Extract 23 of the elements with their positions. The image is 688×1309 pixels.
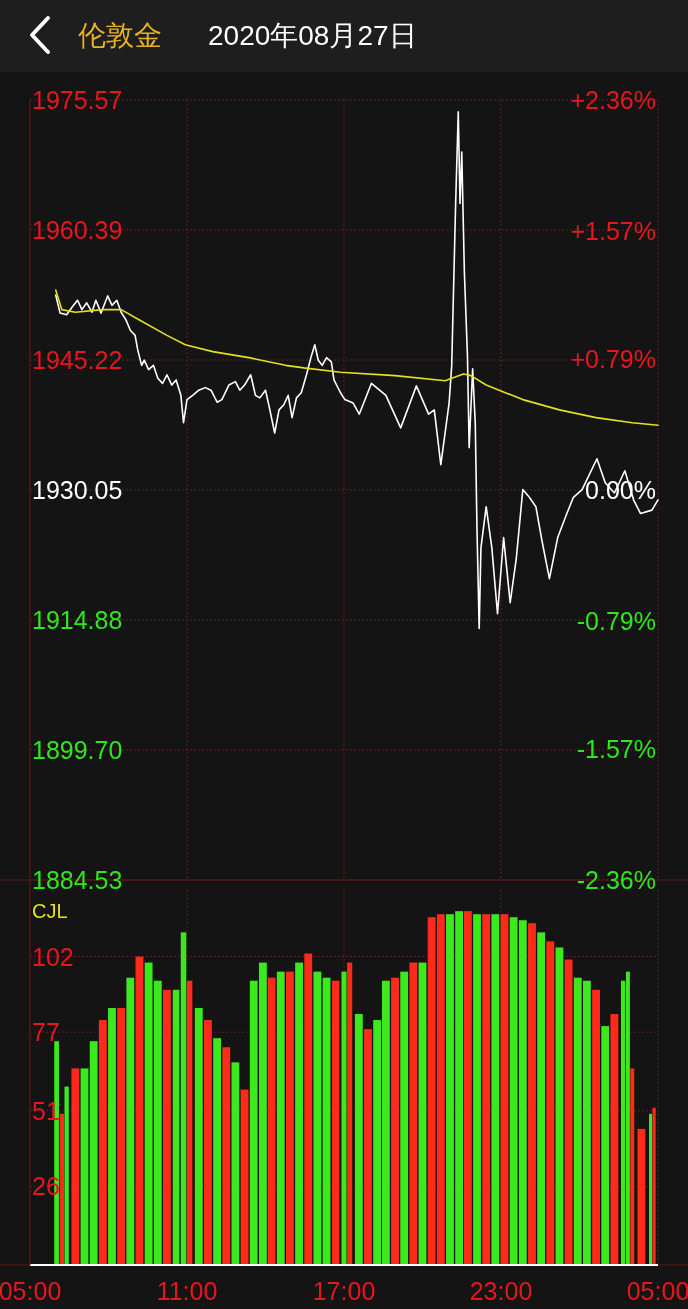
ytick: -2.36% bbox=[576, 866, 656, 894]
subtitle: 2020年08月27日 bbox=[208, 20, 417, 51]
ytick: 1930.05 bbox=[32, 476, 123, 504]
ytick: 1899.70 bbox=[32, 736, 123, 765]
ytick: 1975.57 bbox=[32, 86, 123, 114]
ytick: 1945.22 bbox=[32, 346, 123, 375]
ytick: -1.57% bbox=[576, 735, 656, 764]
ytick: +1.57% bbox=[570, 216, 656, 245]
xtick: 23:00 bbox=[469, 1277, 533, 1305]
chart-title: CJL bbox=[32, 900, 68, 922]
ytick: -0.79% bbox=[576, 606, 656, 635]
ytick: 77 bbox=[32, 1018, 60, 1047]
title: 伦敦金 bbox=[78, 20, 162, 51]
ytick: +2.36% bbox=[570, 86, 656, 114]
ytick: 1884.53 bbox=[32, 866, 123, 894]
ytick: 1960.39 bbox=[32, 216, 123, 245]
xtick: 05:00 bbox=[0, 1277, 62, 1305]
xtick: 05:00 bbox=[626, 1277, 688, 1305]
xtick: 17:00 bbox=[312, 1277, 376, 1305]
ytick: 1914.88 bbox=[32, 605, 123, 634]
xtick: 11:00 bbox=[156, 1277, 218, 1305]
ytick: 102 bbox=[32, 942, 74, 971]
ytick: +0.79% bbox=[570, 345, 656, 374]
